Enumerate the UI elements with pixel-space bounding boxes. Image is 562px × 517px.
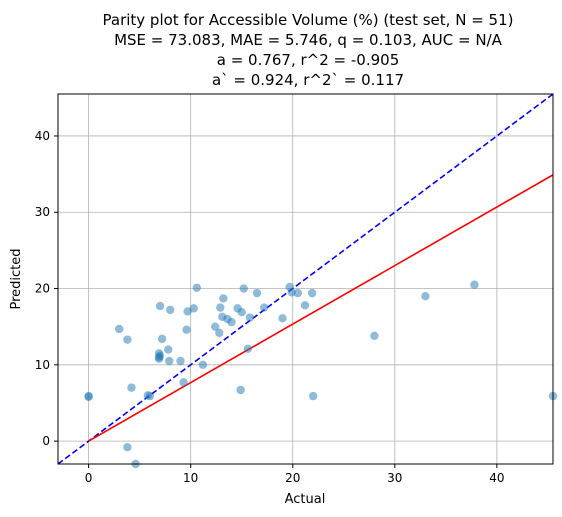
data-point xyxy=(127,383,136,392)
data-point xyxy=(215,328,224,337)
data-point xyxy=(198,360,208,370)
data-point xyxy=(155,351,165,360)
title-line-2: MSE = 73.083, MAE = 5.746, q = 0.103, AU… xyxy=(114,31,503,49)
data-points xyxy=(84,280,558,469)
reference-lines xyxy=(57,93,554,465)
data-point xyxy=(293,288,303,298)
data-point xyxy=(189,304,198,313)
data-point xyxy=(237,307,246,317)
data-point xyxy=(470,280,479,289)
data-point xyxy=(210,322,220,331)
data-point xyxy=(278,314,287,323)
plot-frame xyxy=(57,93,554,465)
data-point xyxy=(166,305,175,315)
data-point xyxy=(179,378,188,387)
data-point xyxy=(216,303,225,312)
data-point xyxy=(164,345,173,354)
data-point xyxy=(227,317,236,327)
data-point xyxy=(176,356,185,366)
data-point xyxy=(287,288,296,297)
data-point xyxy=(239,284,248,293)
data-point xyxy=(157,334,167,344)
data-point xyxy=(308,391,318,401)
x-tick-label: 10 xyxy=(183,471,198,485)
data-point xyxy=(123,443,132,452)
data-point xyxy=(370,331,379,341)
title-line-1: Parity plot for Accessible Volume (%) (t… xyxy=(103,11,514,29)
x-tick-label: 40 xyxy=(489,471,504,485)
chart-title: Parity plot for Accessible Volume (%) (t… xyxy=(103,11,514,89)
data-point xyxy=(155,301,165,311)
y-tick-label: 30 xyxy=(35,205,50,219)
data-point xyxy=(145,391,155,401)
title-line-3: a = 0.767, r^2 = -0.905 xyxy=(217,51,400,69)
y-tick-label: 20 xyxy=(35,282,50,296)
y-tick-label: 10 xyxy=(35,358,50,372)
y-axis-label: Predicted xyxy=(9,248,24,309)
data-point xyxy=(259,303,269,312)
x-axis-label: Actual xyxy=(285,492,326,507)
parity-line xyxy=(57,93,554,465)
data-point xyxy=(300,301,310,310)
x-tick-label: 30 xyxy=(387,471,402,485)
axis-ticks: 0 10 20 30 40 0 10 20 30 40 xyxy=(35,129,505,485)
data-point xyxy=(245,313,255,322)
data-point xyxy=(243,344,253,354)
fit-line xyxy=(88,174,554,442)
grid xyxy=(58,94,553,464)
x-tick-label: 20 xyxy=(285,471,300,485)
data-point xyxy=(421,291,430,301)
data-point xyxy=(252,288,262,298)
y-tick-label: 0 xyxy=(42,434,50,448)
data-point xyxy=(307,288,317,298)
data-point xyxy=(115,324,124,334)
y-tick-label: 40 xyxy=(35,129,50,143)
data-point xyxy=(219,294,228,303)
data-point xyxy=(84,392,93,402)
title-line-4: a` = 0.924, r^2` = 0.117 xyxy=(212,71,404,89)
data-point xyxy=(165,356,174,366)
data-point xyxy=(236,385,245,395)
data-point xyxy=(123,335,132,344)
data-point xyxy=(192,283,202,292)
x-tick-label: 0 xyxy=(85,471,93,485)
data-point xyxy=(182,325,191,334)
